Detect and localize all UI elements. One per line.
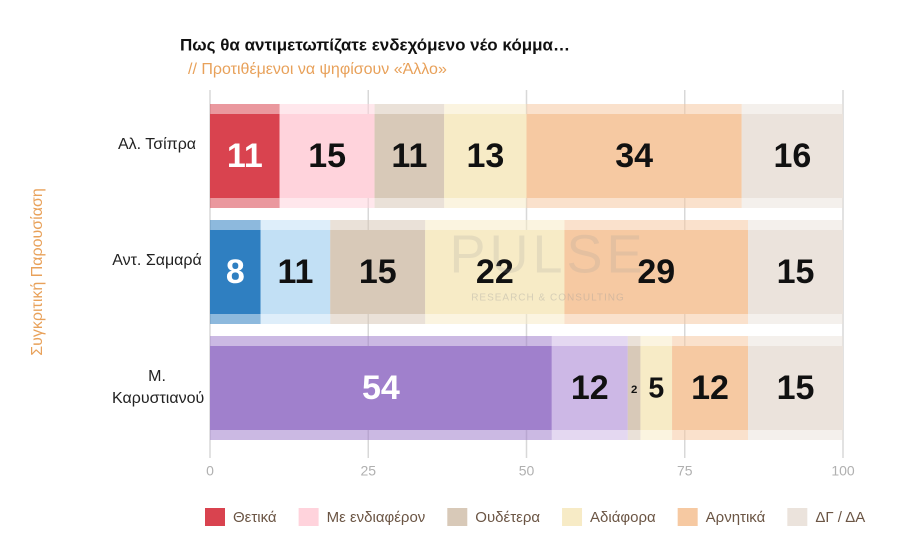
- data-label: 15: [359, 253, 397, 291]
- bar: [564, 230, 749, 314]
- chart-title: Πως θα αντιμετωπίζατε ενδεχόμενο νέο κόμ…: [180, 35, 570, 54]
- bar: [741, 114, 843, 198]
- x-tick-label: 100: [831, 463, 855, 479]
- legend-label: ΔΓ / ΔΑ: [815, 509, 865, 526]
- data-label: 54: [362, 369, 400, 407]
- x-tick-label: 25: [360, 463, 376, 479]
- bar: [210, 346, 552, 430]
- data-label: 12: [691, 369, 729, 407]
- bar: [640, 346, 673, 430]
- x-tick-label: 75: [677, 463, 693, 479]
- y-axis-label: Συγκριτική Παρουσίαση: [29, 188, 46, 356]
- category-label: Αντ. Σαμαρά: [112, 252, 202, 269]
- watermark: PULSE: [449, 224, 646, 284]
- data-label: 34: [615, 137, 653, 175]
- data-label: 15: [308, 137, 346, 175]
- bar: [748, 230, 843, 314]
- bar: [210, 114, 280, 198]
- bar: [374, 114, 445, 198]
- data-label: 15: [777, 253, 815, 291]
- data-label: 16: [773, 137, 811, 175]
- data-label: 2: [631, 384, 637, 396]
- bar: [672, 346, 749, 430]
- x-tick-label: 50: [519, 463, 535, 479]
- legend-label: Αδιάφορα: [590, 509, 656, 526]
- legend-swatch: [787, 508, 808, 526]
- bar: [444, 114, 527, 198]
- watermark-sub: RESEARCH & CONSULTING: [471, 293, 625, 304]
- data-label: 13: [466, 137, 504, 175]
- legend-swatch: [205, 508, 225, 526]
- bar: [260, 230, 331, 314]
- bar: [748, 346, 843, 430]
- data-label: 22: [476, 253, 514, 291]
- bar: [279, 114, 375, 198]
- bar: [330, 230, 426, 314]
- chart-subtitle: // Προτιθέμενοι να ψηφίσουν «Άλλο»: [188, 61, 447, 78]
- data-label: 11: [227, 137, 263, 175]
- legend-label: Με ενδιαφέρον: [327, 509, 426, 526]
- legend-label: Ουδέτερα: [475, 509, 540, 526]
- x-tick-label: 0: [206, 463, 214, 479]
- bar: [526, 114, 742, 198]
- legend-label: Θετικά: [233, 509, 277, 526]
- legend-swatch: [562, 508, 583, 526]
- bar: [210, 230, 261, 314]
- data-label: 11: [277, 253, 313, 291]
- data-label: 29: [637, 253, 675, 291]
- category-label: Μ. Καρυστιανού: [112, 368, 205, 407]
- data-label: 15: [777, 369, 815, 407]
- legend-label: Αρνητικά: [706, 509, 766, 526]
- bar: [551, 346, 628, 430]
- legend-swatch: [298, 508, 319, 526]
- bar: [627, 346, 641, 430]
- legend-swatch: [677, 508, 698, 526]
- data-label: 11: [391, 137, 427, 175]
- data-label: 8: [226, 253, 245, 291]
- category-label: Αλ. Τσίπρα: [117, 136, 197, 153]
- data-label: 5: [648, 373, 664, 405]
- legend-swatch: [447, 508, 468, 526]
- data-label: 12: [571, 369, 609, 407]
- bar: [425, 230, 565, 314]
